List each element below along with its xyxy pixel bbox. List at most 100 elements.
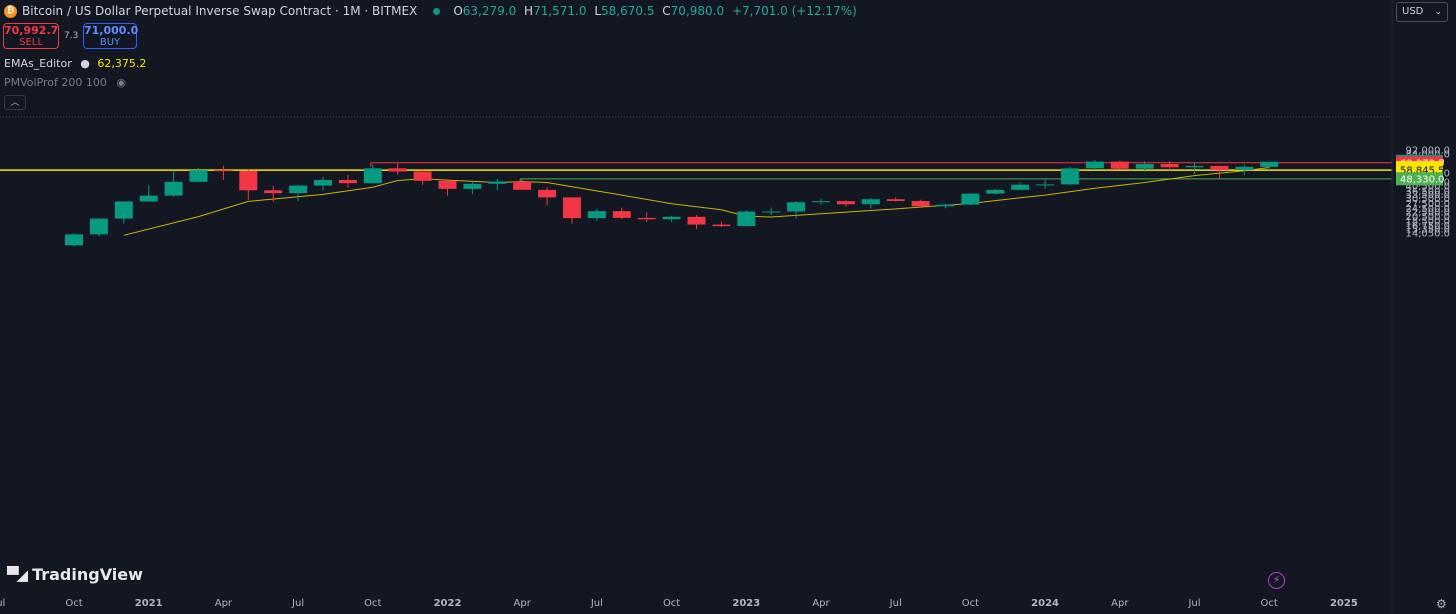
- low-value: 58,670.5: [601, 4, 655, 18]
- candle-body: [1110, 161, 1129, 169]
- lightning-icon[interactable]: ⚡: [1268, 572, 1285, 589]
- candle-body: [89, 218, 108, 235]
- y-tick-label: 15,350.0: [1405, 225, 1450, 236]
- candle-body: [139, 195, 158, 202]
- x-tick-label: Oct: [364, 598, 381, 609]
- y-tick-label: 24,500.0: [1405, 204, 1450, 215]
- candle-body: [363, 168, 382, 184]
- price-badge-label-green-level: 48,330.0: [1400, 174, 1445, 185]
- candle-body: [762, 211, 781, 213]
- dot-icon: ●: [80, 57, 90, 70]
- candle-body: [1235, 166, 1254, 170]
- candle-body: [787, 202, 806, 212]
- change-value: +7,701.0 (+12.17%): [731, 4, 857, 18]
- settings-gear-icon[interactable]: ⚙: [1436, 597, 1447, 611]
- candle-body: [438, 180, 457, 189]
- collapse-indicators-button[interactable]: ︿: [4, 95, 26, 110]
- bitcoin-icon: ₿: [4, 4, 17, 18]
- candle-body: [239, 170, 258, 191]
- x-tick-label: Jul: [590, 598, 603, 609]
- candle-body: [1260, 161, 1279, 167]
- x-tick-label: 2025: [1330, 598, 1358, 609]
- candle-body: [114, 201, 133, 219]
- candle-body: [563, 197, 581, 219]
- candle-body: [413, 171, 432, 181]
- x-tick-label: Oct: [1261, 598, 1278, 609]
- close-value: 70,980.0: [670, 4, 725, 18]
- price-axis-panel: [1392, 0, 1456, 614]
- indicator-ema[interactable]: EMAs_Editor ● 62,375.2: [4, 57, 147, 70]
- tradingview-logo: ▀◢ TradingView: [7, 565, 143, 584]
- x-tick-label: Jul: [1187, 598, 1200, 609]
- x-tick-label: Apr: [1111, 598, 1129, 609]
- candle-body: [836, 201, 855, 205]
- spread-value: 7.3: [64, 31, 79, 41]
- candle-body: [712, 224, 731, 227]
- price-badge-label-support: 58,845.5: [1400, 166, 1445, 177]
- indicator-volume-profile[interactable]: PMVolProf 200 100 ◉: [4, 76, 126, 89]
- tradingview-mark-icon: ▀◢: [7, 565, 28, 584]
- buy-button[interactable]: 71,000.0 BUY: [83, 23, 139, 49]
- high-value: 71,571.0: [533, 4, 587, 18]
- candle-body: [65, 234, 83, 246]
- candle-body: [1085, 161, 1104, 169]
- currency-select[interactable]: USD ⌄: [1396, 2, 1448, 22]
- candle-body: [488, 181, 507, 184]
- y-tick-label: 36,500.0: [1405, 186, 1450, 197]
- y-tick-label: 14,050.0: [1405, 229, 1450, 240]
- candle-body: [911, 200, 930, 207]
- candle-body: [886, 199, 905, 201]
- y-tick-label: 92,000.0: [1405, 145, 1450, 156]
- x-tick-label: 2022: [434, 598, 462, 609]
- candle-body: [1210, 165, 1229, 170]
- x-tick-label: Oct: [962, 598, 979, 609]
- ema-line: [123, 167, 1270, 236]
- candle-body: [662, 216, 681, 220]
- candle-body: [961, 193, 980, 205]
- chevron-down-icon: ⌄: [1434, 7, 1442, 17]
- candle-body: [338, 179, 357, 184]
- candle-body: [1061, 168, 1079, 185]
- y-tick-label: 27,500.0: [1405, 199, 1450, 210]
- y-tick-label: 18,500.0: [1405, 216, 1450, 227]
- x-tick-label: Apr: [812, 598, 830, 609]
- y-tick-label: 22,500.0: [1405, 208, 1450, 219]
- candle-body: [861, 199, 880, 205]
- x-tick-label: Oct: [65, 598, 82, 609]
- candle-body: [513, 181, 532, 190]
- x-tick-label: 2021: [135, 598, 163, 609]
- y-tick-label: 16,750.0: [1405, 221, 1450, 232]
- candle-body: [264, 190, 283, 194]
- candle-body: [587, 211, 606, 219]
- candle-body: [164, 181, 183, 196]
- x-tick-label: Apr: [215, 598, 233, 609]
- candle-body: [1160, 164, 1179, 168]
- x-tick-label: Jul: [0, 598, 5, 609]
- symbol-title[interactable]: Bitcoin / US Dollar Perpetual Inverse Sw…: [22, 4, 418, 18]
- candle-body: [314, 179, 332, 186]
- x-tick-label: Apr: [514, 598, 532, 609]
- x-tick-label: 2023: [732, 598, 760, 609]
- candle-body: [463, 183, 482, 189]
- market-status-icon: [433, 7, 441, 15]
- ohlc-values: O63,279.0 H71,571.0 L58,670.5 C70,980.0 …: [453, 4, 857, 18]
- price-badge-green-level: [1396, 172, 1443, 186]
- chart-header: ₿ Bitcoin / US Dollar Perpetual Inverse …: [4, 3, 857, 19]
- candle-body: [1036, 184, 1055, 186]
- candle-body: [388, 168, 407, 172]
- x-tick-label: Jul: [291, 598, 304, 609]
- y-tick-label: 40,500.0: [1405, 182, 1450, 193]
- hidden-eye-icon[interactable]: ◉: [116, 76, 126, 89]
- candle-body: [737, 211, 756, 227]
- candle-body: [612, 211, 631, 218]
- candle-body: [189, 170, 208, 182]
- candle-body: [1185, 165, 1204, 168]
- sell-button[interactable]: 70,992.7 SELL: [3, 23, 59, 49]
- candle-body: [637, 217, 656, 220]
- candle-body: [1011, 184, 1030, 190]
- candle-body: [214, 170, 233, 172]
- candle-body: [1135, 164, 1154, 169]
- candle-body: [936, 204, 955, 207]
